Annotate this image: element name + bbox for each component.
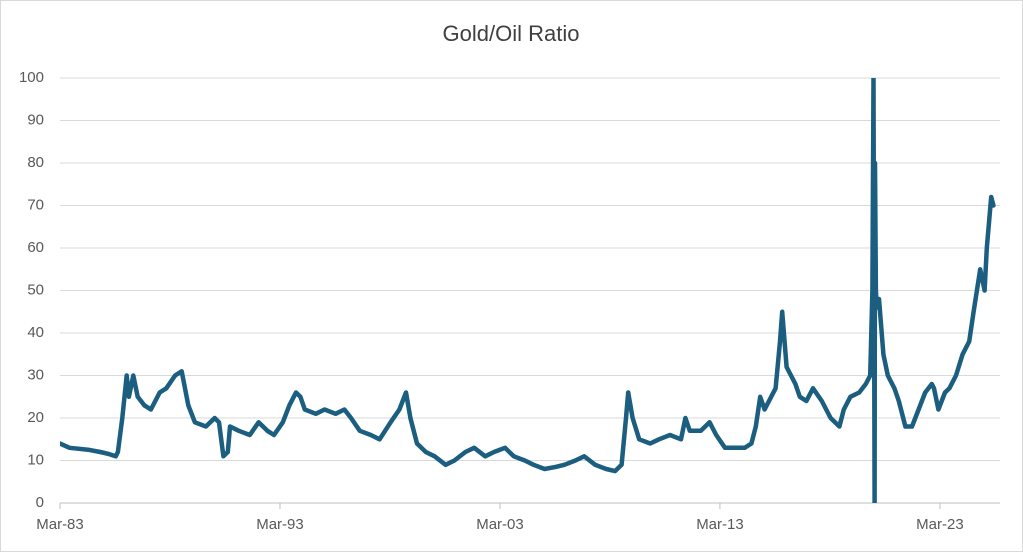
x-tick-label: Mar-23	[916, 516, 964, 533]
plot-area	[60, 78, 996, 503]
y-tick-label: 100	[19, 69, 44, 86]
y-tick-label: 50	[27, 281, 44, 298]
x-tick-label: Mar-13	[696, 516, 744, 533]
y-tick-label: 0	[36, 494, 44, 511]
y-tick-label: 90	[27, 111, 44, 128]
x-tick-label: Mar-83	[36, 516, 84, 533]
x-tick-label: Mar-93	[256, 516, 304, 533]
y-tick-label: 60	[27, 239, 44, 256]
data-line	[60, 78, 996, 503]
y-tick-label: 70	[27, 196, 44, 213]
y-tick-label: 30	[27, 366, 44, 383]
y-tick-label: 40	[27, 324, 44, 341]
labels: 0 10 20 30 40 50 60 70 80 90 100 Mar-83 Mar-93 Mar-03…	[19, 69, 964, 533]
x-tick-label: Mar-03	[476, 516, 524, 533]
chart-title: Gold/Oil Ratio	[443, 21, 580, 46]
y-tick-label: 10	[27, 451, 44, 468]
y-tick-label: 20	[27, 409, 44, 426]
y-tick-label: 80	[27, 154, 44, 171]
